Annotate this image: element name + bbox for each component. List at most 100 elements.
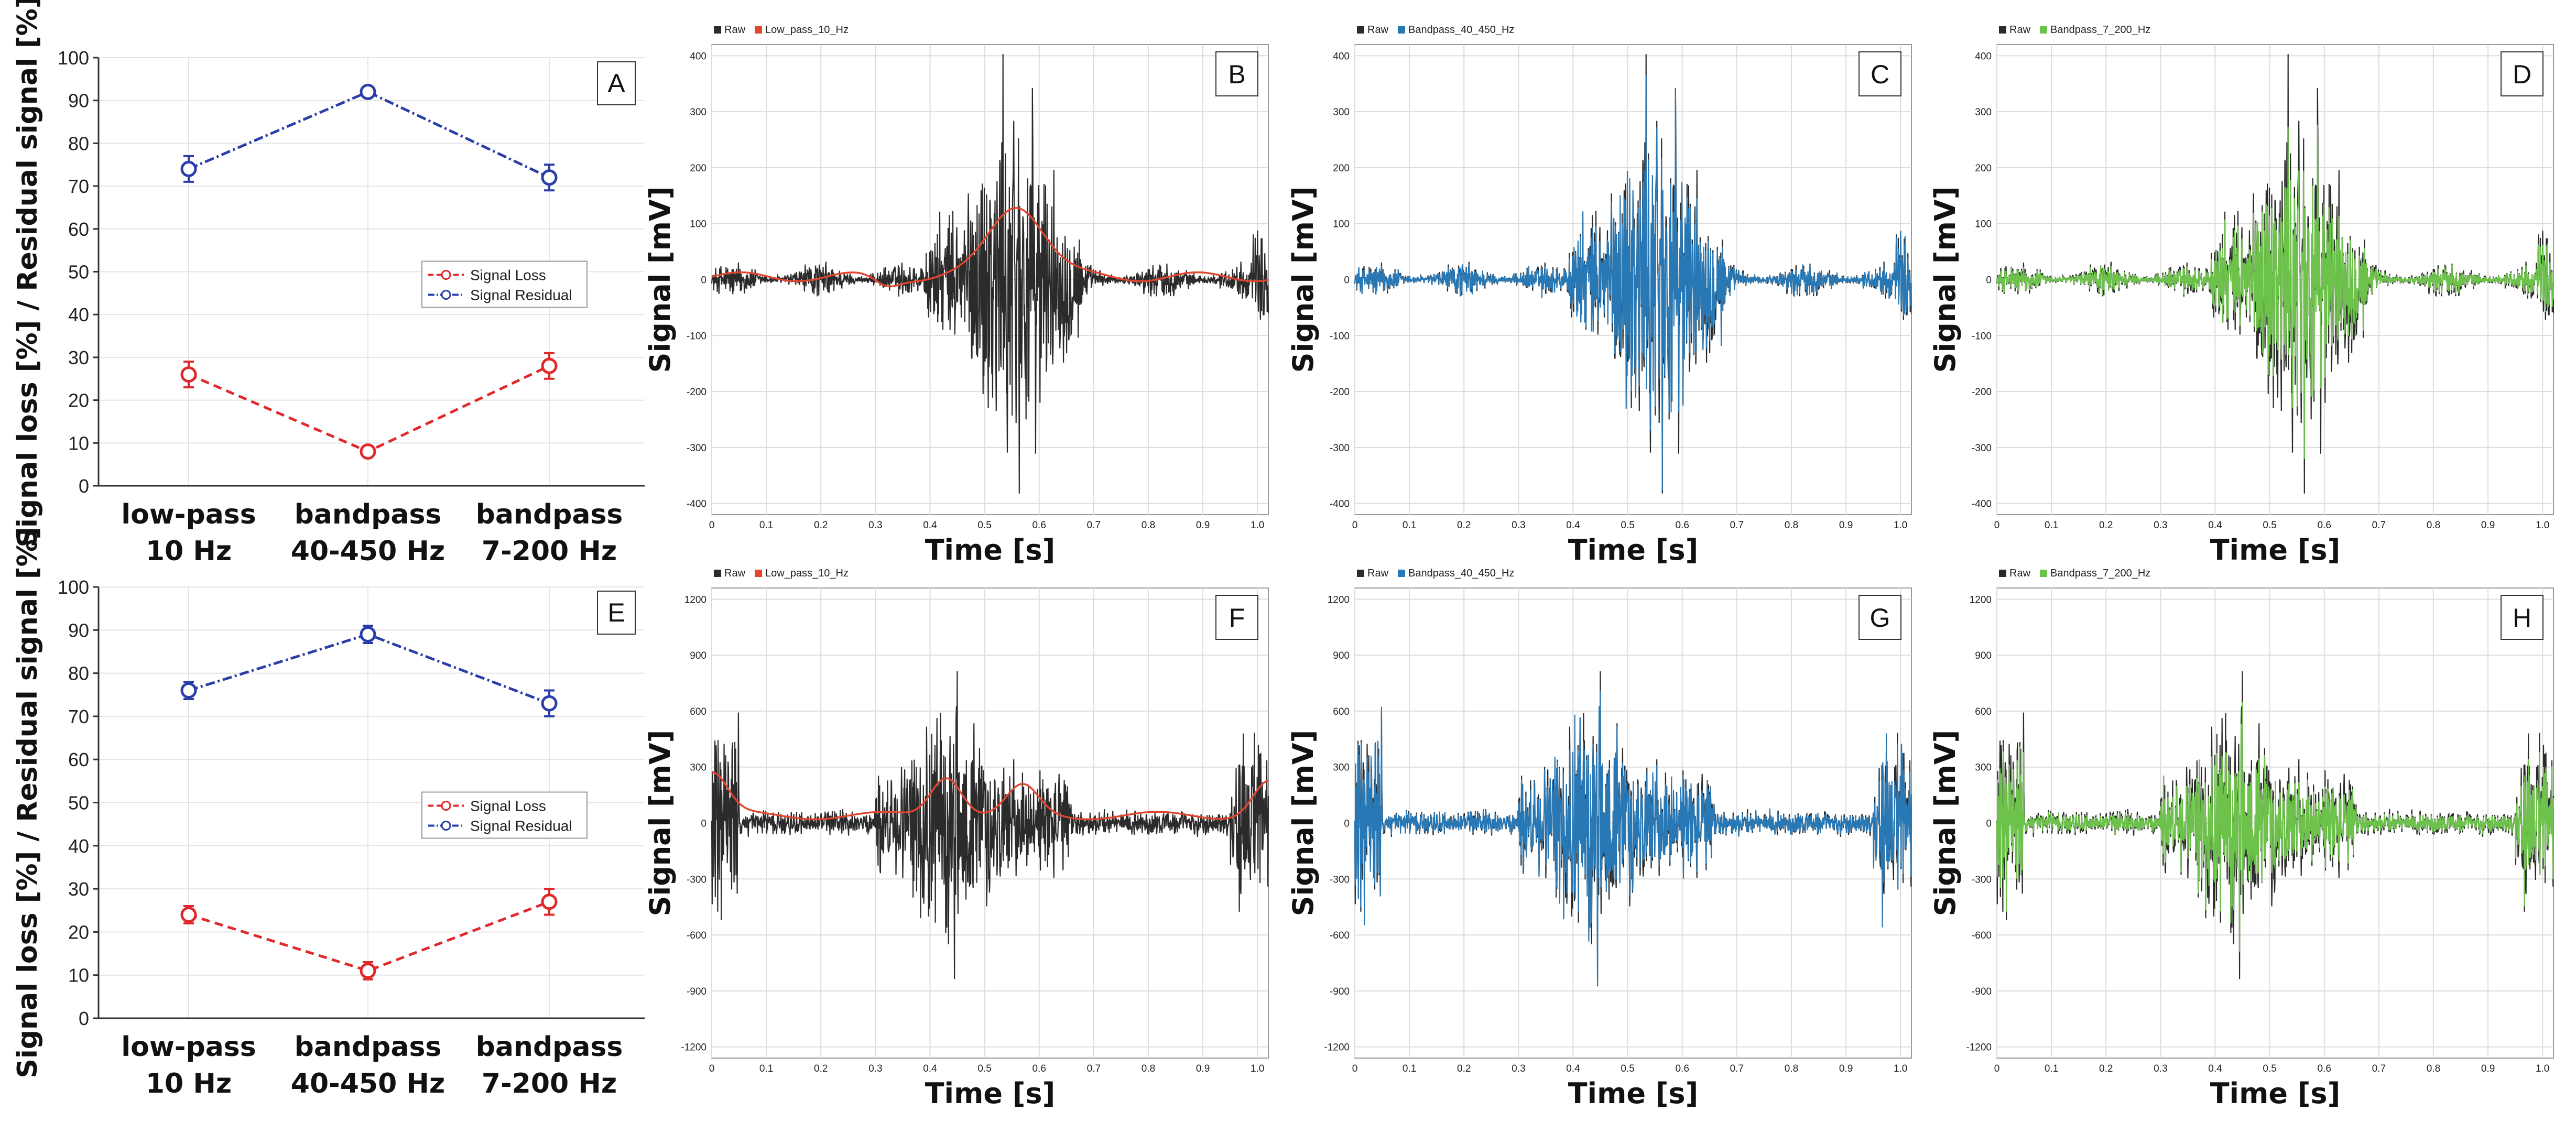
legend-entry-filtered: Bandpass_7_200_Hz [2050, 568, 2150, 579]
x-tick-label: 0.1 [1403, 520, 1416, 531]
category-label: bandpass [476, 499, 623, 530]
y-tick-label: 100 [1975, 219, 1992, 230]
y-tick-label: -900 [1330, 986, 1350, 997]
y-tick-label: 90 [68, 619, 89, 641]
y-tick-label: -300 [1330, 443, 1350, 454]
y-tick-label: 600 [1333, 706, 1350, 717]
y-tick-label: 900 [1333, 650, 1350, 661]
data-point [360, 626, 376, 643]
filtered-trace [711, 207, 1269, 288]
legend-swatch-raw [1999, 570, 2006, 577]
y-tick-label: 0 [1344, 819, 1350, 830]
category-label: 10 Hz [146, 1068, 232, 1099]
y-tick-label: 300 [690, 107, 707, 118]
panel-letter: C [1871, 60, 1889, 89]
y-tick-label: 300 [1333, 762, 1350, 773]
data-point [541, 894, 558, 910]
panel-letter-box [597, 591, 636, 635]
raw-trace [711, 54, 1269, 494]
panel-letter-box [1858, 595, 1901, 640]
x-tick-label: 0 [1352, 1063, 1358, 1074]
x-tick-label: 0.5 [1621, 1063, 1634, 1074]
x-tick-label: 0.5 [2263, 1063, 2276, 1074]
panel-letter-box [597, 61, 636, 105]
x-tick-label: 0.4 [2208, 520, 2222, 531]
panel-letter: F [1229, 603, 1245, 633]
legend-entry-filtered: Bandpass_7_200_Hz [2050, 24, 2150, 36]
category-label: 40-450 Hz [291, 1068, 445, 1099]
legend-entry: Signal Loss [470, 798, 546, 814]
y-tick-label: -300 [1972, 874, 1992, 885]
legend-swatch-raw [1357, 26, 1364, 34]
x-tick-label: 0.6 [1032, 1063, 1046, 1074]
category-label: 40-450 Hz [291, 536, 445, 567]
category-label: low-pass [121, 1031, 256, 1063]
y-axis-label: Signal [mV] [644, 187, 677, 373]
legend-swatch-filtered [2040, 26, 2047, 34]
y-tick-label: -200 [1972, 387, 1992, 398]
panel-letter-box [1858, 51, 1901, 96]
y-tick-label: 400 [690, 51, 707, 62]
y-tick-label: 0 [701, 275, 707, 286]
x-tick-label: 0.5 [1621, 520, 1634, 531]
x-tick-label: 1.0 [2536, 520, 2549, 531]
y-tick-label: 20 [68, 921, 89, 943]
x-tick-label: 0.9 [2481, 1063, 2495, 1074]
x-tick-label: 0 [1994, 520, 2000, 531]
raw-trace [711, 671, 1269, 979]
x-tick-label: 0 [709, 520, 715, 531]
signal-panel-D: 0 0.1 0.2 0.3 0.4 0.5 0.6 0.7 0.8 0.9 1.0 400 300 200… [1929, 24, 2555, 566]
y-axis-label: Signal loss [%] / Residual signal [%] [12, 0, 44, 547]
x-tick-label: 1.0 [1894, 1063, 1907, 1074]
signal-panel-H: 0 0.1 0.2 0.3 0.4 0.5 0.6 0.7 0.8 0.9 1.0 1200 900 60… [1929, 568, 2555, 1110]
panel-letter: H [2513, 603, 2531, 633]
panel-letter-box [2501, 595, 2544, 640]
data-point [541, 169, 558, 186]
x-tick-label: 0.9 [1196, 1063, 1210, 1074]
x-tick-label: 0 [1994, 1063, 2000, 1074]
y-tick-label: 100 [1333, 219, 1350, 230]
y-tick-label: 100 [58, 47, 89, 69]
y-tick-label: -400 [687, 499, 707, 510]
y-axis-label: Signal loss [%] / Residual signal [%] [12, 527, 44, 1078]
x-axis-label: Time [s] [925, 533, 1056, 566]
series-line [188, 90, 550, 179]
y-tick-label: 300 [1333, 107, 1350, 118]
x-tick-label: 0.9 [1839, 520, 1853, 531]
x-tick-label: 0.7 [2372, 520, 2386, 531]
y-tick-label: -100 [1972, 331, 1992, 342]
y-tick-label: 900 [1975, 650, 1992, 661]
raw-trace [1996, 54, 2555, 494]
x-tick-label: 0.3 [1512, 1063, 1525, 1074]
y-tick-label: -100 [1330, 331, 1350, 342]
y-tick-label: -400 [1330, 499, 1350, 510]
x-axis-label: Time [s] [925, 1077, 1056, 1110]
x-tick-label: 1.0 [1894, 520, 1907, 531]
legend-entry-filtered: Bandpass_40_450_Hz [1408, 24, 1514, 36]
y-tick-label: 60 [68, 749, 89, 770]
legend-swatch-raw [1357, 570, 1364, 577]
x-tick-label: 0.3 [868, 1063, 882, 1074]
x-tick-label: 0.6 [1675, 520, 1689, 531]
x-tick-label: 0.9 [2481, 520, 2495, 531]
legend-swatch-filtered [755, 570, 762, 577]
y-tick-label: -600 [687, 930, 707, 941]
x-tick-label: 0.6 [2317, 1063, 2331, 1074]
legend-marker [441, 270, 451, 280]
data-point [180, 906, 197, 923]
legend-entry-raw: Raw [1367, 568, 1389, 579]
legend-swatch-raw [1999, 26, 2006, 34]
x-tick-label: 0.1 [759, 1063, 773, 1074]
y-tick-label: 30 [68, 878, 89, 900]
y-tick-label: 1200 [684, 594, 707, 605]
y-tick-label: -200 [687, 387, 707, 398]
panel-letter: G [1870, 603, 1890, 633]
data-point [180, 160, 197, 177]
y-tick-label: -900 [1972, 986, 1992, 997]
data-point [180, 366, 197, 383]
y-tick-label: 1200 [1328, 594, 1350, 605]
legend-entry-raw: Raw [1367, 24, 1389, 36]
x-tick-label: 0.6 [1032, 520, 1046, 531]
x-axis-label: Time [s] [2210, 1077, 2341, 1110]
x-tick-label: 0.2 [814, 520, 828, 531]
